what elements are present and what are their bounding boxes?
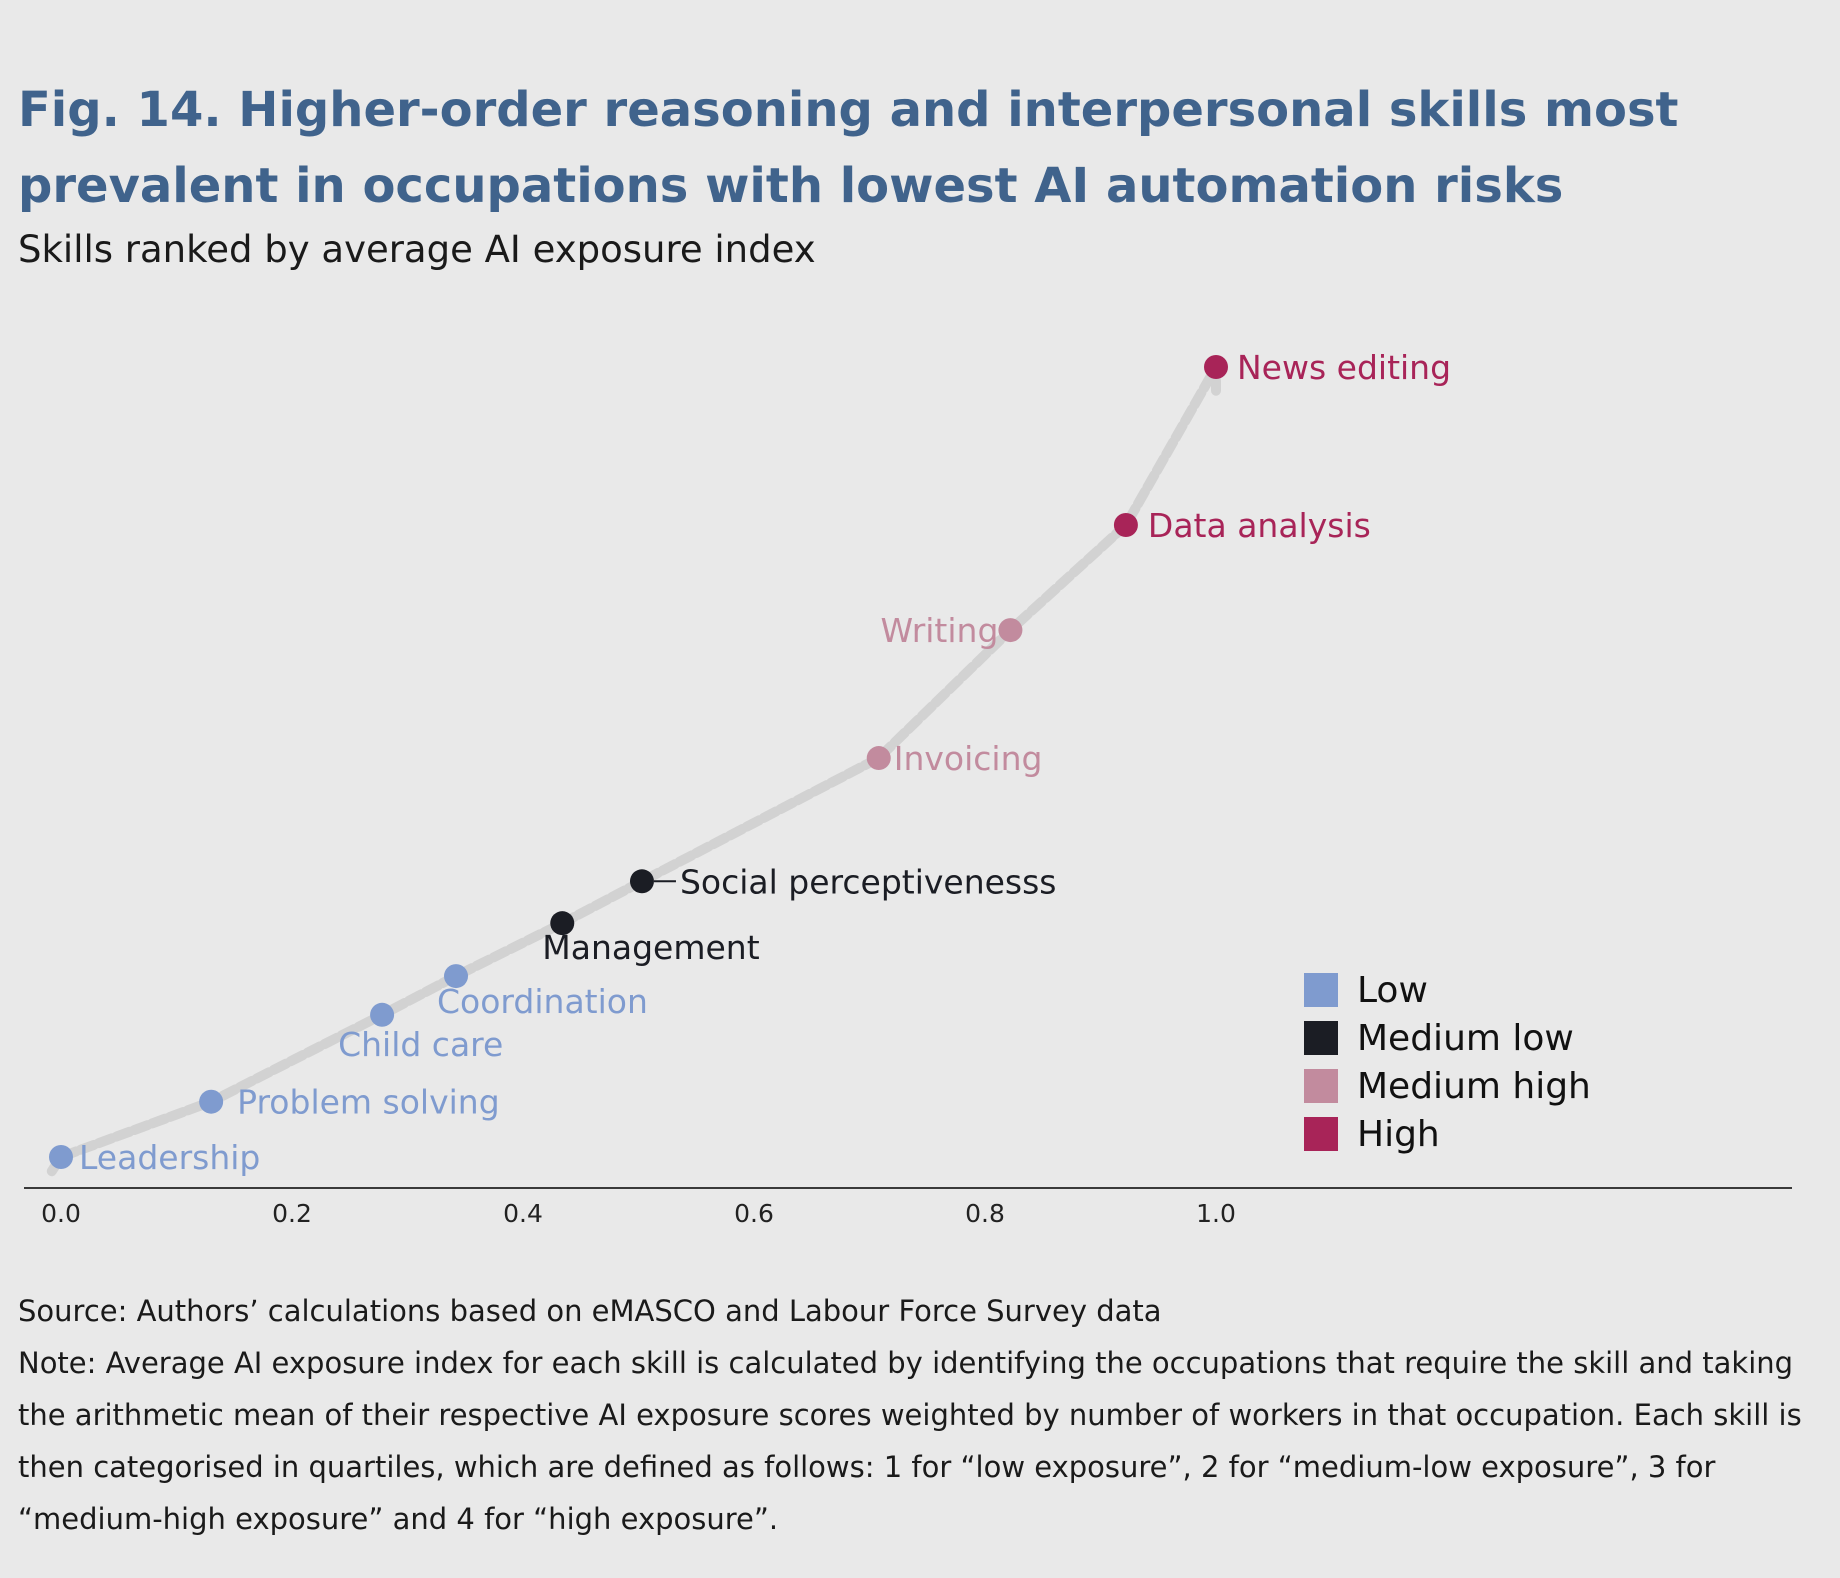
scatter-chart: 0.0 0.2 0.4 0.6 0.8 1.0 Leadership Problem sol… [24, 348, 1792, 1228]
skills-curve-line [46, 362, 1221, 1177]
point-label-leadership: Leadership [79, 1138, 260, 1177]
legend-swatch [1304, 973, 1338, 1007]
point-coordination [444, 964, 469, 989]
point-label-problem-solving: Problem solving [237, 1083, 500, 1122]
x-axis-ticks: 0.0 0.2 0.4 0.6 0.8 1.0 [41, 1199, 1236, 1228]
point-label-data-analysis: Data analysis [1148, 506, 1371, 545]
notes: Source: Authors’ calculations based on e… [18, 1285, 1828, 1545]
legend: Low Medium low Medium high High [1304, 970, 1591, 1155]
point-label-management: Management [542, 928, 759, 967]
labeled-points: Leadership Problem solving Child care Coord… [49, 348, 1451, 1177]
point-data-analysis [1113, 513, 1138, 537]
point-child-care [370, 1002, 395, 1027]
x-tick-label: 0.8 [965, 1199, 1005, 1228]
point-label-coordination: Coordination [437, 982, 648, 1021]
point-management [550, 911, 575, 936]
x-tick-label: 0.0 [41, 1199, 81, 1228]
legend-swatch [1304, 1021, 1338, 1055]
chart-title: Fig. 14. Higher-order reasoning and inte… [18, 82, 1679, 214]
point-writing [998, 618, 1023, 643]
legend-label: Low [1357, 970, 1428, 1011]
legend-label: High [1357, 1114, 1440, 1155]
note-text: Note: Average AI exposure index for each… [18, 1346, 1802, 1536]
point-label-child-care: Child care [338, 1025, 503, 1064]
legend-label: Medium high [1357, 1066, 1591, 1107]
skills-curve [46, 362, 1221, 1177]
point-label-news-editing: News editing [1237, 348, 1451, 387]
point-social-perceptivenesss [629, 869, 654, 894]
x-tick-label: 0.6 [734, 1199, 774, 1228]
point-invoicing [866, 746, 891, 771]
legend-label: Medium low [1357, 1018, 1574, 1059]
legend-swatch [1304, 1117, 1338, 1151]
x-tick-label: 1.0 [1196, 1199, 1236, 1228]
source-text: Source: Authors’ calculations based on e… [18, 1294, 1162, 1328]
point-label-invoicing: Invoicing [894, 739, 1043, 778]
legend-swatch [1304, 1069, 1338, 1103]
point-problem-solving [199, 1089, 224, 1114]
chart-subtitle: Skills ranked by average AI exposure ind… [18, 228, 816, 271]
point-news-editing [1204, 355, 1228, 379]
x-tick-label: 0.4 [503, 1199, 543, 1228]
x-tick-label: 0.2 [272, 1199, 312, 1228]
point-label-writing: Writing [881, 611, 999, 650]
point-leadership [49, 1145, 73, 1169]
point-label-social-perceptivenesss: Social perceptivenesss [680, 862, 1057, 901]
